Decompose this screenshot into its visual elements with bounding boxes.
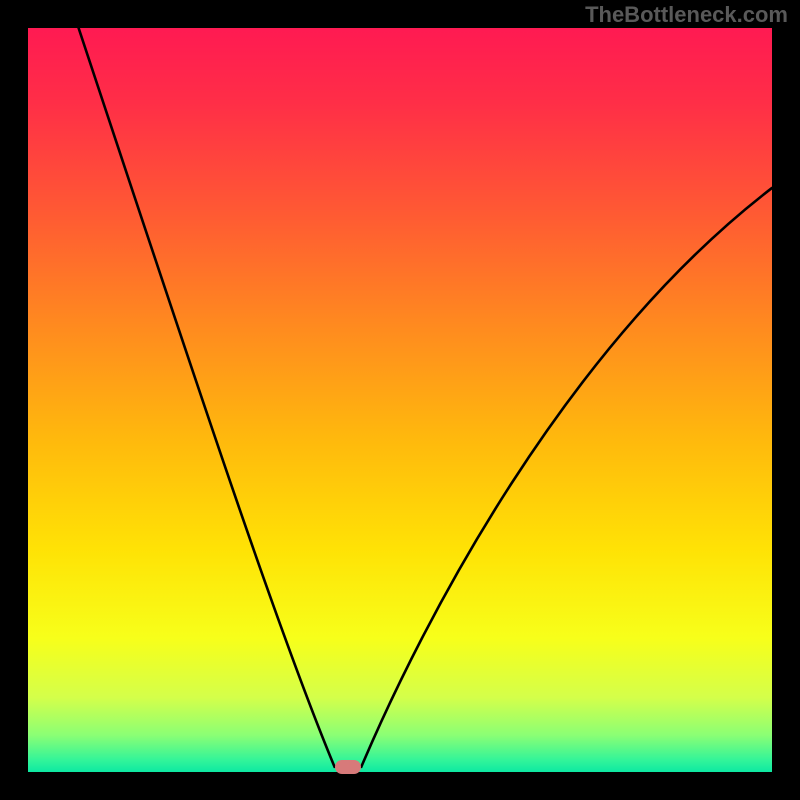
curve-path — [79, 28, 772, 767]
watermark-text: TheBottleneck.com — [585, 2, 788, 28]
v-curve — [28, 28, 772, 772]
plot-area — [28, 28, 772, 772]
chart-frame: TheBottleneck.com — [0, 0, 800, 800]
notch-marker — [335, 760, 361, 774]
